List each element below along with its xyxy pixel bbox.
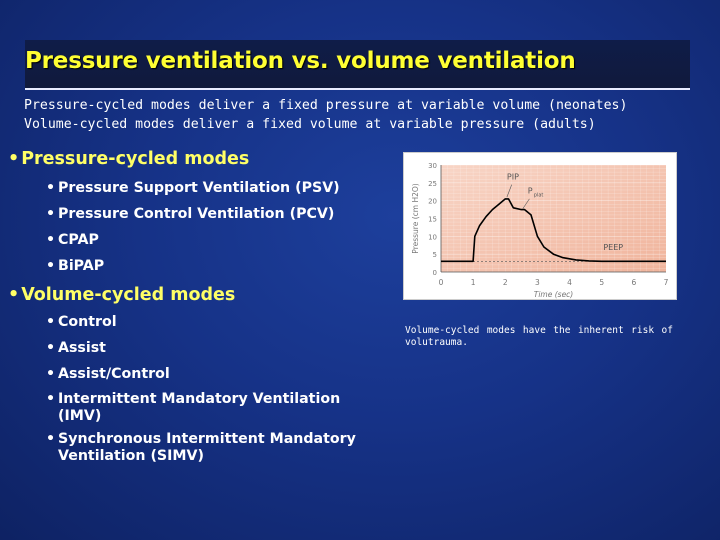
x-tick-label: 2 (503, 278, 508, 287)
list-item: • Assist/Control (44, 361, 388, 387)
x-tick-label: 7 (664, 278, 669, 287)
list-item-text: Assist (58, 340, 106, 356)
intro-text: Pressure-cycled modes deliver a fixed pr… (24, 96, 704, 134)
bullet-icon: • (46, 258, 56, 274)
x-tick-label: 5 (599, 278, 604, 287)
bullet-icon: • (46, 180, 56, 196)
list-item: • Pressure Control Ventilation (PCV) (44, 201, 340, 227)
bullet-icon: • (46, 340, 56, 356)
pplat-pointer (522, 198, 530, 209)
y-tick-label: 0 (433, 269, 437, 277)
pressure-modes-list: • Pressure Support Ventilation (PSV) • Pre… (44, 175, 340, 279)
bullet-icon: • (46, 314, 56, 330)
volume-heading-text: Volume-cycled modes (21, 285, 236, 305)
list-item-text: Control (58, 314, 117, 330)
list-item-text: CPAP (58, 232, 99, 248)
list-item-text: Assist/Control (58, 366, 170, 382)
pplat-label: P (528, 187, 533, 196)
list-item: • Assist (44, 335, 388, 361)
x-axis-label: Time (sec) (534, 290, 574, 299)
list-item-text: Intermittent Mandatory Ventilation (IMV) (58, 391, 341, 424)
pplat-subscript: plat (534, 192, 544, 198)
list-item-text: Pressure Support Ventilation (PSV) (58, 180, 340, 196)
bullet-icon: • (8, 149, 20, 169)
x-tick-label: 0 (439, 278, 444, 287)
x-tick-label: 4 (567, 278, 572, 287)
list-item: • Pressure Support Ventilation (PSV) (44, 175, 340, 201)
bullet-icon: • (46, 232, 56, 248)
bullet-icon: • (46, 431, 56, 447)
y-tick-label: 10 (428, 233, 437, 241)
list-item-text: Synchronous Intermittent Mandatory Venti… (58, 431, 356, 464)
volutrauma-caption: Volume-cycled modes have the inherent ri… (405, 325, 673, 348)
pip-pointer (506, 184, 512, 198)
chart-svg: 0 5 10 15 20 25 30 0 1 2 3 4 5 6 7 Time (sec) Pressure (… (411, 162, 669, 299)
bullet-icon: • (46, 366, 56, 382)
y-tick-label: 25 (428, 180, 437, 188)
pressure-curve (441, 198, 666, 263)
y-tick-label: 20 (428, 198, 437, 206)
y-tick-label: 5 (433, 251, 437, 259)
pressure-time-chart: 0 5 10 15 20 25 30 0 1 2 3 4 5 6 7 Time (sec) Pressure (… (403, 152, 677, 300)
peep-label: PEEP (603, 243, 623, 252)
volume-modes-list: • Control • Assist • Assist/Control • Interm… (44, 309, 388, 471)
slide-title: Pressure ventilation vs. volume ventilat… (25, 48, 576, 74)
pressure-section-heading: • Pressure-cycled modes (8, 149, 249, 169)
title-bar: Pressure ventilation vs. volume ventilat… (25, 40, 690, 90)
list-item: • Synchronous Intermittent Mandatory Vent… (44, 431, 388, 465)
volume-section-heading: • Volume-cycled modes (8, 285, 235, 305)
bullet-icon: • (8, 285, 20, 305)
list-item-text: BiPAP (58, 258, 105, 274)
pip-label: PIP (507, 172, 519, 181)
list-item-text: Pressure Control Ventilation (PCV) (58, 206, 335, 222)
bullet-icon: • (46, 206, 56, 222)
intro-line-pressure: Pressure-cycled modes deliver a fixed pr… (24, 98, 628, 113)
y-tick-label: 30 (428, 162, 437, 170)
list-item: • Control (44, 309, 388, 335)
x-tick-label: 6 (631, 278, 636, 287)
y-axis-label: Pressure (cm H2O) (411, 183, 420, 253)
x-tick-label: 1 (471, 278, 476, 287)
list-item: • CPAP (44, 227, 340, 253)
y-tick-label: 15 (428, 216, 437, 224)
list-item: • Intermittent Mandatory Ventilation (IMV… (44, 391, 388, 425)
bullet-icon: • (46, 391, 56, 407)
intro-line-volume: Volume-cycled modes deliver a fixed volu… (24, 117, 596, 132)
x-tick-label: 3 (535, 278, 540, 287)
list-item: • BiPAP (44, 253, 340, 279)
pressure-heading-text: Pressure-cycled modes (21, 149, 250, 169)
